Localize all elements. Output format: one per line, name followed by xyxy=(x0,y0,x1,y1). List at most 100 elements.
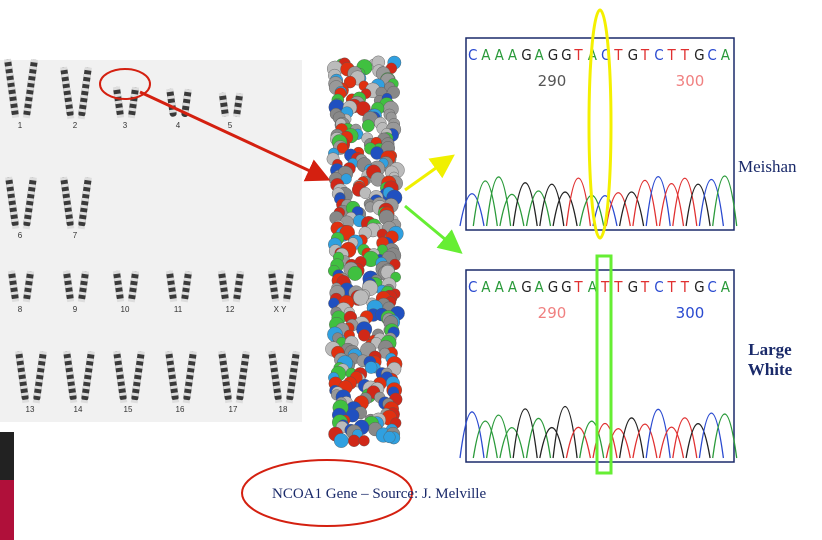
breed-label-box: Large White xyxy=(747,340,793,379)
band xyxy=(6,183,14,188)
band xyxy=(132,385,140,390)
base: T xyxy=(640,46,650,64)
band xyxy=(269,357,277,362)
karyotype: 1 2 3 4 56 78 9 10 11 12 X Y13 14 15 16 17 18 xyxy=(4,58,300,414)
band xyxy=(117,385,126,390)
band xyxy=(133,378,141,383)
band xyxy=(221,371,229,376)
trace-peak xyxy=(618,417,645,459)
trace-peak xyxy=(552,406,578,459)
band xyxy=(128,107,137,112)
trace-peak xyxy=(645,176,671,227)
band xyxy=(168,291,177,296)
arrow xyxy=(404,204,463,254)
band xyxy=(83,183,91,188)
band xyxy=(130,399,139,404)
band xyxy=(127,114,136,119)
band xyxy=(113,350,121,355)
band xyxy=(274,399,283,404)
trace-peak xyxy=(672,417,698,459)
base: T xyxy=(640,278,650,296)
band xyxy=(239,371,247,376)
trace-peak xyxy=(698,412,725,459)
chromosome-number: 3 xyxy=(123,121,128,130)
band xyxy=(77,298,86,303)
band xyxy=(185,378,193,383)
band xyxy=(117,378,125,383)
base: A xyxy=(508,46,518,64)
trace-peak xyxy=(512,182,538,227)
band xyxy=(115,364,123,369)
base: G xyxy=(548,46,558,64)
band xyxy=(23,107,32,112)
trace-peak xyxy=(565,426,592,459)
band xyxy=(129,284,138,289)
band xyxy=(80,94,88,99)
chromosome-number: X Y xyxy=(274,305,287,314)
arrow xyxy=(404,154,455,192)
trace-peak xyxy=(658,426,685,459)
band xyxy=(241,357,249,362)
band xyxy=(114,357,122,362)
band xyxy=(238,378,246,383)
band xyxy=(67,385,76,390)
band xyxy=(234,99,243,104)
band xyxy=(240,364,248,369)
band xyxy=(186,371,194,376)
chromosome-number: 4 xyxy=(176,121,181,130)
base: T xyxy=(600,278,610,296)
band xyxy=(287,385,295,390)
karyotype-panel xyxy=(0,60,302,422)
band xyxy=(6,79,15,84)
chromosome xyxy=(233,93,243,118)
trace-peak xyxy=(472,420,498,459)
band xyxy=(221,298,230,303)
base: G xyxy=(521,278,531,296)
band xyxy=(61,183,69,188)
breed-label: Large White xyxy=(747,340,793,379)
trace-peak xyxy=(712,175,738,227)
band xyxy=(115,291,124,296)
band xyxy=(78,291,87,296)
trace-peak xyxy=(499,193,525,227)
band xyxy=(65,364,73,369)
band xyxy=(77,115,86,120)
base: C xyxy=(707,46,716,64)
caption: NCOA1 Gene – Source: J. Melville xyxy=(272,486,486,502)
band xyxy=(183,277,192,282)
position-label: 300 xyxy=(676,72,705,90)
band xyxy=(268,277,277,282)
band xyxy=(291,357,299,362)
band xyxy=(219,99,228,104)
band xyxy=(8,93,17,98)
band xyxy=(24,100,33,105)
trace-peak xyxy=(485,176,512,227)
band xyxy=(285,399,294,404)
band xyxy=(292,350,300,355)
band xyxy=(169,298,178,303)
band xyxy=(232,113,241,118)
band xyxy=(112,270,121,275)
band xyxy=(218,350,226,355)
band xyxy=(29,176,37,181)
band xyxy=(64,101,73,106)
band xyxy=(22,114,31,119)
chromosome-number: 10 xyxy=(121,305,130,314)
band xyxy=(219,357,227,362)
band xyxy=(271,298,280,303)
base: T xyxy=(573,46,583,64)
chromosome-number: 5 xyxy=(228,121,233,130)
band xyxy=(115,107,124,112)
base: G xyxy=(694,278,704,296)
band xyxy=(29,65,38,70)
base: G xyxy=(628,278,638,296)
band xyxy=(81,87,89,92)
band xyxy=(9,284,18,289)
base: C xyxy=(654,278,663,296)
band xyxy=(62,80,70,85)
base: A xyxy=(495,46,505,64)
trace-peak xyxy=(539,183,565,227)
band xyxy=(26,86,35,91)
band xyxy=(273,392,282,397)
band xyxy=(81,197,89,202)
